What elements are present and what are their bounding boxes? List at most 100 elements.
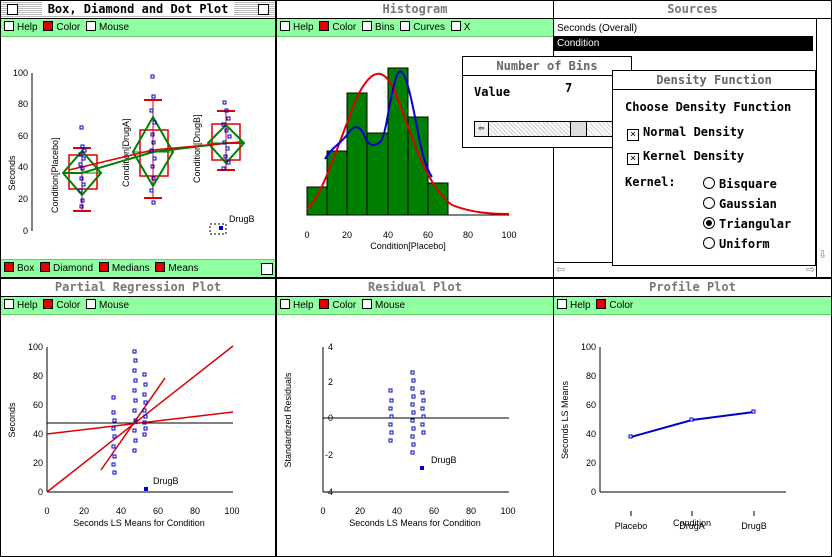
residual-plot-options: Help Color Mouse (277, 297, 553, 315)
x-tick: 80 (466, 506, 476, 516)
histogram-options: Help Color Bins Curves X (277, 19, 553, 37)
box-plot-bottom-options: Box Diamond Medians Means (1, 259, 275, 277)
x-tick: 80 (190, 506, 200, 516)
x-axis-label: Condition[Placebo] (370, 241, 446, 251)
selection-box[interactable] (209, 223, 227, 235)
help-option[interactable]: Help (280, 19, 314, 36)
bisquare-radio[interactable] (703, 177, 715, 189)
box-checkbox[interactable] (4, 262, 14, 272)
profile-plot-titlebar[interactable]: Profile Plot (554, 279, 831, 297)
drugb-point[interactable] (219, 226, 223, 230)
curves-option[interactable]: Curves (400, 19, 445, 36)
help-checkbox[interactable] (280, 21, 290, 31)
dialog-title[interactable]: Density Function (613, 71, 815, 90)
y-tick: 100 (581, 342, 596, 352)
color-option[interactable]: Color (43, 19, 80, 36)
source-item-selected[interactable]: Condition (554, 36, 813, 51)
help-checkbox[interactable] (280, 299, 290, 309)
kernel-triangular[interactable]: Triangular (703, 217, 791, 231)
source-item[interactable]: Seconds (Overall) (557, 23, 638, 34)
means-option[interactable]: Means (155, 260, 198, 277)
zoom-box-icon[interactable] (258, 4, 269, 15)
box-plot-titlebar[interactable]: Box, Diamond and Dot Plot (1, 1, 275, 19)
help-option[interactable]: Help (4, 297, 38, 314)
kernel-density-option[interactable]: × Kernel Density (627, 149, 744, 165)
residual-plot-titlebar[interactable]: Residual Plot (277, 279, 553, 297)
kernel-gaussian[interactable]: Gaussian (703, 197, 777, 211)
x-tick: 20 (79, 506, 89, 516)
help-checkbox[interactable] (4, 21, 14, 31)
x-tick: 20 (355, 506, 365, 516)
help-checkbox[interactable] (4, 299, 14, 309)
normal-density-option[interactable]: × Normal Density (627, 125, 744, 141)
y-tick: 100 (28, 342, 43, 352)
mouse-option[interactable]: Mouse (86, 19, 129, 36)
color-option[interactable]: Color (319, 297, 356, 314)
x-tick: 20 (342, 230, 352, 240)
drugb-point[interactable] (420, 466, 424, 470)
color-checkbox[interactable] (596, 299, 607, 309)
mouse-option[interactable]: Mouse (362, 297, 405, 314)
box-option[interactable]: Box (4, 260, 34, 277)
kernel-density-checkbox[interactable]: × (627, 153, 639, 165)
drugb-point-label: DrugB (431, 455, 457, 465)
color-checkbox[interactable] (43, 299, 54, 309)
x-tick: 40 (116, 506, 126, 516)
x-checkbox[interactable] (450, 21, 461, 31)
color-checkbox[interactable] (319, 299, 330, 309)
diamond-checkbox[interactable] (40, 262, 51, 272)
residual-plot-canvas: -4 -2 0 2 4 0 20 40 60 80 100 Seconds LS… (283, 342, 516, 528)
diamond-option[interactable]: Diamond (40, 260, 93, 277)
help-option[interactable]: Help (280, 297, 314, 314)
means-checkbox[interactable] (155, 262, 166, 272)
help-checkbox[interactable] (557, 299, 567, 309)
slider-left-arrow-icon[interactable]: ⇦ (475, 122, 489, 136)
color-option[interactable]: Color (319, 19, 356, 36)
dialog-title[interactable]: Number of Bins (463, 57, 631, 76)
residual-plot-window: Residual Plot Help Color Mouse -4 -2 0 2… (276, 278, 554, 557)
help-option[interactable]: Help (4, 19, 38, 36)
sources-titlebar[interactable]: Sources (554, 1, 831, 19)
x-tick: DrugA (679, 521, 705, 531)
mouse-checkbox[interactable] (86, 21, 97, 31)
bins-slider[interactable]: ⇦ (474, 121, 616, 137)
y-tick: 0 (591, 487, 596, 497)
partial-regression-titlebar[interactable]: Partial Regression Plot (1, 279, 275, 297)
color-checkbox[interactable] (43, 21, 54, 31)
gaussian-radio[interactable] (703, 197, 715, 209)
color-option[interactable]: Color (43, 297, 80, 314)
slider-thumb[interactable] (570, 122, 587, 136)
medians-checkbox[interactable] (98, 262, 109, 272)
curves-checkbox[interactable] (400, 21, 411, 31)
close-box-icon[interactable] (7, 4, 18, 15)
uniform-radio[interactable] (703, 237, 715, 249)
scroll-right-arrow-icon[interactable]: ⇨ (805, 263, 815, 276)
help-option[interactable]: Help (557, 297, 591, 314)
y-tick: 80 (33, 371, 43, 381)
grow-box-icon[interactable] (261, 263, 273, 275)
y-tick: 0 (23, 226, 28, 236)
color-option[interactable]: Color (596, 297, 633, 314)
kernel-uniform[interactable]: Uniform (703, 237, 770, 251)
x-option[interactable]: X (450, 19, 470, 36)
drugb-point[interactable] (144, 487, 148, 491)
color-checkbox[interactable] (319, 21, 330, 31)
histogram-titlebar[interactable]: Histogram (277, 1, 553, 19)
normal-density-checkbox[interactable]: × (627, 129, 639, 141)
normal-density-curve (306, 72, 510, 215)
y-tick: 80 (18, 99, 28, 109)
scroll-down-arrow-icon[interactable]: ⇩ (818, 248, 828, 261)
medians-option[interactable]: Medians (98, 260, 150, 277)
x-tick: 100 (501, 230, 516, 240)
mouse-checkbox[interactable] (362, 299, 373, 309)
bins-option[interactable]: Bins (362, 19, 395, 36)
mouse-option[interactable]: Mouse (86, 297, 129, 314)
kernel-bisquare[interactable]: Bisquare (703, 177, 777, 191)
bins-checkbox[interactable] (362, 21, 373, 31)
x-tick: DrugB (741, 521, 767, 531)
scroll-left-arrow-icon[interactable]: ⇦ (556, 263, 566, 276)
vertical-scrollbar[interactable]: ⇩ (816, 19, 831, 277)
mouse-checkbox[interactable] (86, 299, 97, 309)
triangular-radio[interactable] (703, 217, 715, 229)
profile-plot-options: Help Color (554, 297, 831, 315)
